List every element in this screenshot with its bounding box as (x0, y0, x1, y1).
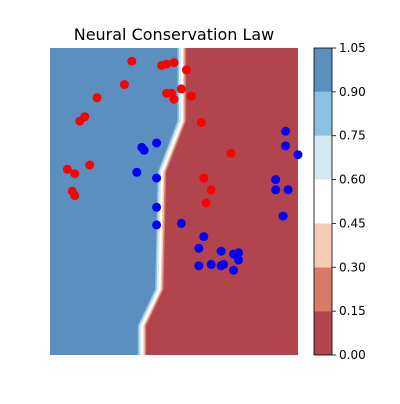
blue-point (152, 220, 162, 230)
red-point (85, 160, 95, 170)
colorbar-tick-label: 0.15 (339, 304, 366, 318)
colorbar-segment (314, 48, 332, 92)
red-point (127, 56, 137, 66)
blue-point (229, 249, 238, 259)
red-point (226, 148, 236, 158)
red-point (169, 94, 179, 104)
red-point (201, 198, 211, 208)
red-point (75, 116, 85, 126)
colorbar-segment (314, 311, 332, 355)
red-point (62, 164, 72, 174)
colorbar: 0.00 0.15 0.30 0.45 0.60 0.75 0.90 1.05 (313, 41, 366, 362)
blue-point (278, 211, 288, 221)
scatter-points (62, 56, 303, 275)
colorbar-tick-label: 0.30 (339, 260, 366, 274)
red-point (196, 118, 206, 128)
colorbar-tick-label: 0.45 (339, 216, 366, 230)
blue-point (176, 218, 186, 228)
colorbar-tick-label: 0.00 (339, 348, 366, 362)
colorbar-tick-label: 0.75 (339, 129, 366, 143)
chart-title: Neural Conservation Law (74, 25, 275, 44)
colorbar-segment (314, 223, 332, 268)
blue-point (229, 265, 238, 275)
red-point (206, 185, 216, 195)
blue-point (216, 246, 226, 256)
red-point (169, 58, 179, 68)
blue-point (132, 167, 142, 177)
blue-point (281, 141, 291, 151)
red-point (162, 59, 172, 69)
blue-point (271, 175, 281, 185)
colorbar-frame (313, 47, 333, 356)
colorbar-segment (314, 135, 332, 180)
blue-point (206, 259, 216, 269)
red-point (92, 93, 102, 103)
colorbar-segment (314, 267, 332, 312)
red-point (119, 80, 129, 89)
colorbar-tick-label: 0.60 (339, 173, 366, 187)
colorbar-tick-label: 0.90 (339, 85, 366, 99)
red-point (186, 91, 196, 101)
blue-point (293, 150, 303, 160)
blue-point (139, 145, 149, 155)
blue-point (194, 243, 204, 253)
blue-point (152, 173, 162, 183)
red-point (199, 173, 209, 183)
colorbar-segment (314, 91, 332, 136)
red-point (181, 65, 191, 75)
blue-point (281, 126, 291, 136)
blue-point (216, 261, 226, 271)
blue-point (152, 138, 162, 148)
blue-point (271, 185, 281, 195)
red-point (70, 191, 80, 201)
red-point (176, 84, 186, 94)
colorbar-segment (314, 179, 332, 224)
blue-point (283, 185, 293, 195)
blue-point (199, 232, 209, 242)
blue-point (234, 255, 243, 265)
blue-point (194, 261, 204, 271)
colorbar-tick-label: 1.05 (339, 41, 366, 55)
red-point (70, 169, 80, 179)
blue-point (152, 202, 162, 212)
